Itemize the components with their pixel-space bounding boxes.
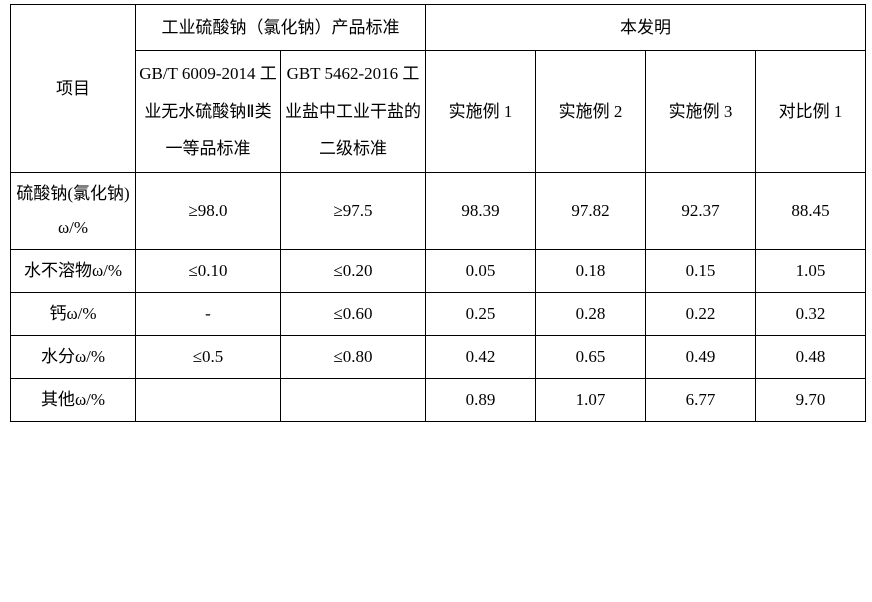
row-label: 水分ω/% bbox=[11, 335, 136, 378]
cell: 0.05 bbox=[426, 249, 536, 292]
row-label-header: 项目 bbox=[11, 5, 136, 173]
header-row-2: GB/T 6009-2014 工业无水硫酸钠Ⅱ类 一等品标准 GBT 5462-… bbox=[11, 51, 866, 172]
cell: 0.89 bbox=[426, 378, 536, 421]
cell: ≥98.0 bbox=[136, 172, 281, 249]
row-label: 钙ω/% bbox=[11, 292, 136, 335]
cell: 0.32 bbox=[756, 292, 866, 335]
cell: 1.05 bbox=[756, 249, 866, 292]
cell: ≥97.5 bbox=[281, 172, 426, 249]
cell: 0.49 bbox=[646, 335, 756, 378]
header-std2: GBT 5462-2016 工业盐中工业干盐的二级标准 bbox=[281, 51, 426, 172]
cell: 6.77 bbox=[646, 378, 756, 421]
cell bbox=[136, 378, 281, 421]
header-invention: 本发明 bbox=[426, 5, 866, 51]
table-row: 钙ω/% - ≤0.60 0.25 0.28 0.22 0.32 bbox=[11, 292, 866, 335]
cell: ≤0.5 bbox=[136, 335, 281, 378]
header-standards: 工业硫酸钠（氯化钠）产品标准 bbox=[136, 5, 426, 51]
cell: 0.15 bbox=[646, 249, 756, 292]
cell: 0.18 bbox=[536, 249, 646, 292]
cell: ≤0.20 bbox=[281, 249, 426, 292]
cell: 0.28 bbox=[536, 292, 646, 335]
row-label: 水不溶物ω/% bbox=[11, 249, 136, 292]
cell: 88.45 bbox=[756, 172, 866, 249]
header-ex3: 实施例 3 bbox=[646, 51, 756, 172]
table-row: 水不溶物ω/% ≤0.10 ≤0.20 0.05 0.18 0.15 1.05 bbox=[11, 249, 866, 292]
header-ex2: 实施例 2 bbox=[536, 51, 646, 172]
cell: 0.65 bbox=[536, 335, 646, 378]
cell: - bbox=[136, 292, 281, 335]
table-row: 水分ω/% ≤0.5 ≤0.80 0.42 0.65 0.49 0.48 bbox=[11, 335, 866, 378]
header-cmp1: 对比例 1 bbox=[756, 51, 866, 172]
standards-table: 项目 工业硫酸钠（氯化钠）产品标准 本发明 GB/T 6009-2014 工业无… bbox=[10, 4, 866, 422]
cell: 0.25 bbox=[426, 292, 536, 335]
cell: 9.70 bbox=[756, 378, 866, 421]
cell: ≤0.60 bbox=[281, 292, 426, 335]
table-row: 硫酸钠(氯化钠) ω/% ≥98.0 ≥97.5 98.39 97.82 92.… bbox=[11, 172, 866, 249]
cell: 0.22 bbox=[646, 292, 756, 335]
header-ex1: 实施例 1 bbox=[426, 51, 536, 172]
row-label: 其他ω/% bbox=[11, 378, 136, 421]
cell: 0.42 bbox=[426, 335, 536, 378]
cell: 92.37 bbox=[646, 172, 756, 249]
cell: 97.82 bbox=[536, 172, 646, 249]
cell: ≤0.10 bbox=[136, 249, 281, 292]
header-std1: GB/T 6009-2014 工业无水硫酸钠Ⅱ类 一等品标准 bbox=[136, 51, 281, 172]
cell: 98.39 bbox=[426, 172, 536, 249]
cell bbox=[281, 378, 426, 421]
cell: ≤0.80 bbox=[281, 335, 426, 378]
cell: 0.48 bbox=[756, 335, 866, 378]
cell: 1.07 bbox=[536, 378, 646, 421]
header-row-1: 项目 工业硫酸钠（氯化钠）产品标准 本发明 bbox=[11, 5, 866, 51]
table-row: 其他ω/% 0.89 1.07 6.77 9.70 bbox=[11, 378, 866, 421]
row-label: 硫酸钠(氯化钠) ω/% bbox=[11, 172, 136, 249]
